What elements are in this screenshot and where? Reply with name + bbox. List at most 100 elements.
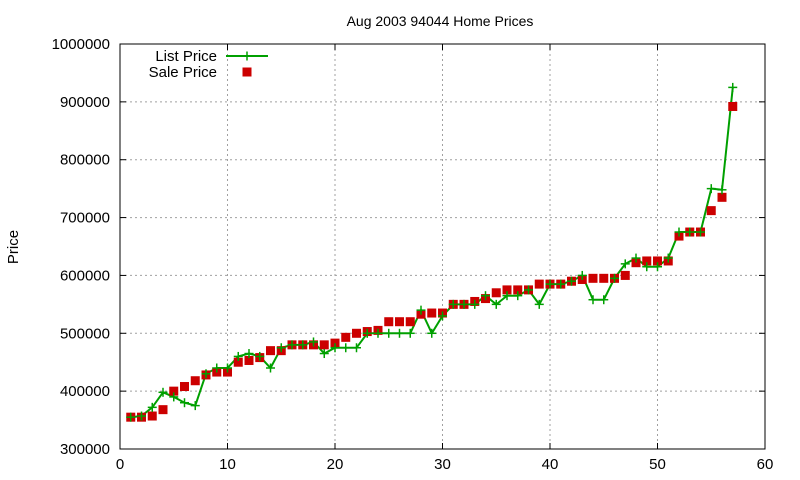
y-tick-label: 600000 bbox=[60, 267, 110, 284]
list-price-point bbox=[244, 349, 254, 359]
x-tick-label: 60 bbox=[757, 456, 774, 473]
list-price-point bbox=[201, 369, 211, 379]
list-price-point bbox=[352, 343, 361, 353]
list-price-point bbox=[717, 185, 727, 195]
x-tick-label: 50 bbox=[649, 456, 666, 473]
sale-price-point bbox=[620, 270, 630, 280]
list-price-point bbox=[330, 343, 340, 353]
sale-price-point bbox=[642, 256, 652, 266]
sale-price-point bbox=[244, 355, 254, 365]
list-price-point bbox=[685, 227, 695, 237]
y-tick-label: 300000 bbox=[60, 441, 110, 458]
sale-price-point bbox=[534, 279, 544, 289]
sale-price-point bbox=[502, 285, 512, 295]
list-price-point bbox=[448, 299, 458, 309]
list-price-point bbox=[362, 328, 372, 338]
legend: List Price Sale Price bbox=[149, 48, 268, 81]
x-tick-label: 40 bbox=[542, 456, 559, 473]
list-price-point bbox=[137, 411, 146, 421]
sale-price-point bbox=[405, 317, 415, 327]
sale-price-point bbox=[706, 206, 716, 216]
y-tick-label: 900000 bbox=[60, 94, 110, 111]
sale-price-point bbox=[190, 376, 200, 386]
sale-price-point bbox=[158, 405, 168, 415]
list-price-point bbox=[147, 402, 157, 412]
list-price-point bbox=[631, 253, 641, 263]
list-price-point bbox=[395, 328, 404, 338]
list-price-point bbox=[126, 412, 136, 422]
list-price-point bbox=[298, 340, 308, 350]
list-price-point bbox=[459, 299, 469, 309]
list-price-point bbox=[534, 299, 544, 309]
y-tick-label: 1000000 bbox=[52, 36, 110, 53]
list-price-point bbox=[341, 343, 351, 353]
sale-price-point bbox=[599, 273, 609, 283]
list-price-point bbox=[373, 328, 383, 338]
chart-title: Aug 2003 94044 Home Prices bbox=[347, 13, 534, 29]
x-tick-label: 20 bbox=[327, 456, 344, 473]
list-price-point bbox=[180, 398, 189, 408]
y-tick-label: 800000 bbox=[60, 152, 110, 169]
list-price-point bbox=[728, 82, 738, 92]
list-price-point bbox=[416, 305, 426, 315]
list-price-point bbox=[491, 299, 501, 309]
list-price-point bbox=[158, 387, 168, 397]
y-axis-label: Price bbox=[5, 230, 22, 264]
list-price-point bbox=[223, 363, 232, 373]
grid-layer bbox=[120, 44, 765, 449]
list-price-point bbox=[190, 401, 200, 411]
list-price-point bbox=[470, 299, 480, 309]
legend-label-sale-price: Sale Price bbox=[149, 64, 217, 81]
list-price-point bbox=[642, 262, 652, 272]
sale-price-point bbox=[341, 332, 351, 342]
series-layer bbox=[126, 82, 738, 422]
legend-swatches bbox=[226, 51, 268, 77]
sale-price-point bbox=[180, 382, 189, 392]
list-price-point bbox=[610, 273, 619, 283]
list-price-point bbox=[405, 328, 415, 338]
y-tick-label: 700000 bbox=[60, 210, 110, 227]
list-price-point bbox=[319, 349, 329, 359]
list-price-point bbox=[309, 337, 318, 347]
sale-price-point bbox=[631, 258, 641, 268]
list-price-point bbox=[287, 340, 297, 350]
list-price-point bbox=[696, 227, 705, 237]
list-price-point bbox=[502, 291, 512, 301]
list-price-point bbox=[567, 276, 576, 286]
list-price-point bbox=[706, 184, 716, 194]
list-price-point bbox=[513, 291, 523, 301]
list-price-point bbox=[556, 279, 566, 289]
list-price-point bbox=[427, 328, 437, 338]
list-price-point bbox=[577, 270, 587, 280]
sale-price-point bbox=[717, 192, 727, 202]
axis-layer: 0 10 20 30 40 50 60 300000 400000 500000 600000 700… bbox=[52, 36, 774, 473]
list-price-point bbox=[384, 328, 394, 338]
legend-label-list-price: List Price bbox=[155, 48, 217, 65]
list-price-point bbox=[620, 259, 630, 269]
list-price-point bbox=[481, 291, 490, 301]
list-price-point bbox=[276, 343, 286, 353]
x-tick-label: 30 bbox=[434, 456, 451, 473]
sale-price-point bbox=[427, 308, 437, 318]
sale-price-point bbox=[588, 273, 598, 283]
legend-marker-list-price bbox=[242, 51, 252, 61]
list-price-point bbox=[169, 392, 179, 402]
sale-price-point bbox=[395, 317, 404, 327]
sale-price-point bbox=[319, 340, 329, 350]
sale-price-point bbox=[169, 386, 179, 396]
list-price-point bbox=[524, 285, 533, 295]
list-price-point bbox=[255, 351, 265, 361]
sale-price-point bbox=[384, 317, 394, 327]
list-price-point bbox=[663, 253, 673, 263]
list-price-point bbox=[212, 363, 222, 373]
list-price-point bbox=[233, 351, 243, 361]
list-price-point bbox=[438, 311, 447, 321]
x-tick-label: 10 bbox=[219, 456, 236, 473]
sale-price-point bbox=[233, 357, 243, 367]
sale-price-point bbox=[266, 346, 275, 356]
list-price-point bbox=[599, 295, 609, 305]
sale-price-point bbox=[352, 328, 361, 338]
x-tick-label: 0 bbox=[116, 456, 124, 473]
legend-swatch-sale-price bbox=[242, 67, 252, 77]
